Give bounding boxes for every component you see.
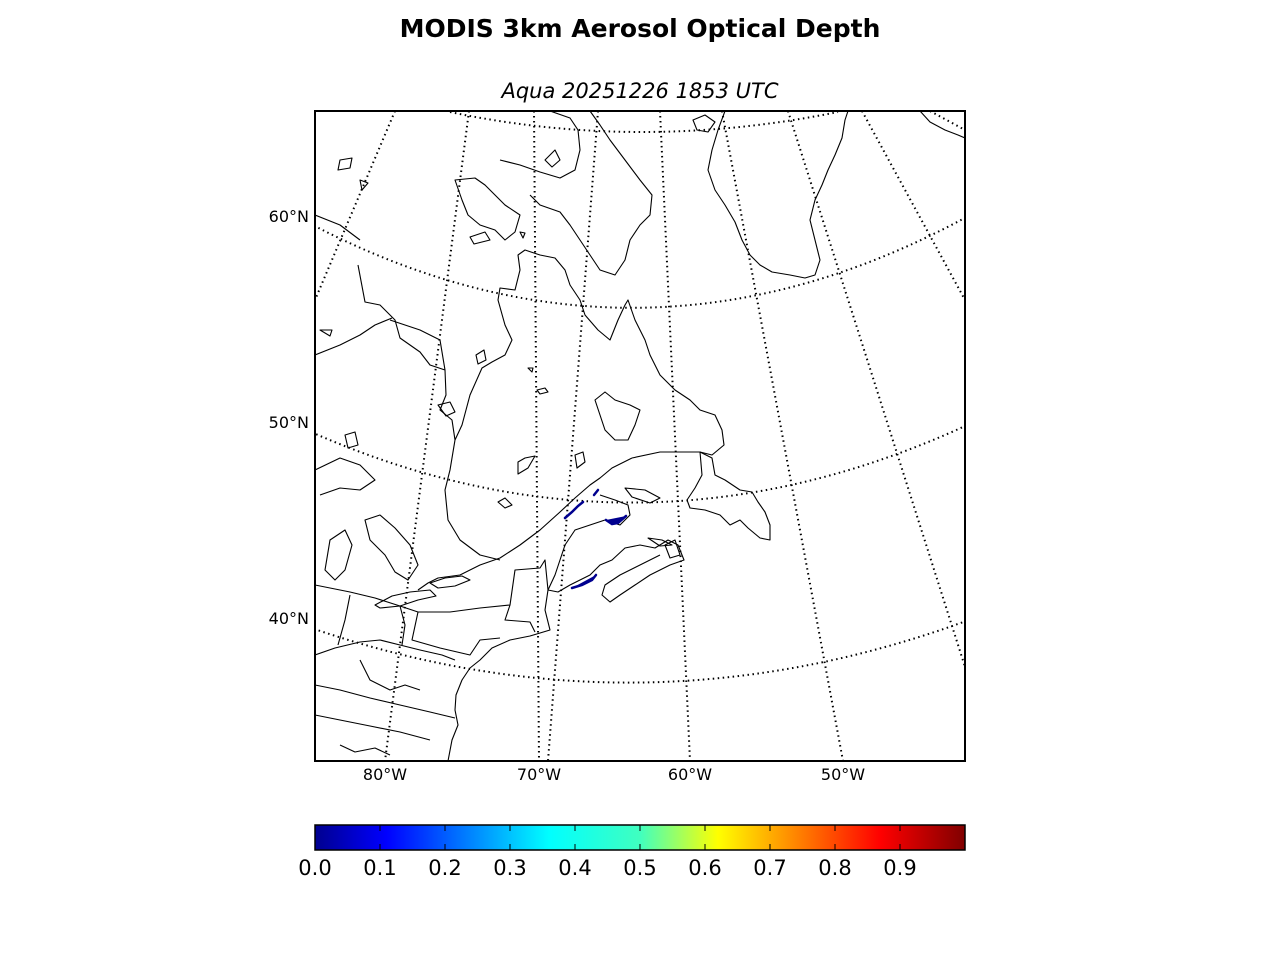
colorbar-tick-labels: 0.0 0.1 0.2 0.3 0.4 0.5 0.6 0.7 0.8 0.9 — [298, 856, 916, 880]
longitude-labels: 80°W 70°W 60°W 50°W — [363, 765, 865, 784]
figure-title: MODIS 3km Aerosol Optical Depth — [399, 14, 881, 43]
coastline-maritimes — [547, 494, 685, 603]
coastline-greenland — [707, 111, 849, 279]
coastline-ungava — [454, 177, 521, 241]
colorbar-tick-label: 0.0 — [298, 856, 331, 880]
lon-label-50w: 50°W — [821, 765, 865, 784]
colorbar-tick-label: 0.1 — [363, 856, 396, 880]
aod-pixels-bay-fundy — [570, 573, 598, 590]
island-2 — [337, 157, 353, 171]
latitude-labels: 60°N 50°N 40°N — [269, 207, 309, 628]
lake-misc-2 — [527, 367, 534, 373]
colorbar-tick-label: 0.8 — [818, 856, 851, 880]
meridian-40w — [787, 111, 965, 671]
colorbar-tick-label: 0.7 — [753, 856, 786, 880]
island-1 — [692, 114, 716, 133]
coastline-greenland-ne — [919, 111, 965, 139]
meridians — [315, 111, 965, 761]
meridian-60w — [659, 111, 691, 761]
meridian-30w — [861, 111, 965, 301]
coastline-lake-huron — [364, 514, 419, 581]
coastline-lake-superior — [315, 457, 376, 496]
colorbar-tick-label: 0.6 — [688, 856, 721, 880]
lat-label-40n: 40°N — [269, 609, 309, 628]
colorbar-tick-label: 0.9 — [883, 856, 916, 880]
border-province-1 — [315, 317, 393, 356]
island-akimiski — [437, 401, 456, 417]
map-panel — [314, 110, 966, 762]
colorbar-tick-label: 0.5 — [623, 856, 656, 880]
map-background — [315, 111, 965, 761]
meridian-90w — [315, 111, 396, 301]
meridian-70w — [533, 111, 540, 761]
island-pei — [647, 537, 673, 547]
parallel-60n — [315, 216, 965, 309]
island-cape-breton — [664, 539, 681, 559]
map-frame — [314, 110, 966, 762]
coastline-newfoundland — [686, 451, 771, 541]
lon-label-70w: 70°W — [517, 765, 561, 784]
coastline-baffin-south — [499, 111, 581, 179]
border-quebec-labrador — [444, 439, 501, 561]
border-state-3 — [315, 714, 431, 741]
parallels — [315, 111, 965, 684]
meridian-50w — [721, 111, 844, 761]
border-state-7 — [504, 604, 536, 633]
lon-label-60w: 60°W — [668, 765, 712, 784]
colorbar-ticks — [379, 825, 901, 850]
coastline-lake-michigan — [324, 529, 353, 581]
aod-pixels-st-lawrence — [563, 500, 585, 520]
lake-misc-1 — [536, 387, 549, 395]
coastline-lake-ontario — [429, 575, 471, 589]
island-mansel — [544, 149, 561, 168]
border-state-9 — [339, 744, 391, 756]
lake-misc-4 — [519, 231, 526, 239]
border-ontario-quebec — [389, 319, 446, 371]
coastline-baffin-east — [529, 111, 653, 276]
border-state-4 — [337, 594, 351, 646]
colorbar-tick-label: 0.2 — [428, 856, 461, 880]
colorbar: 0.0 0.1 0.2 0.3 0.4 0.5 0.6 0.7 0.8 0.9 — [298, 824, 966, 880]
island-anticosti — [624, 487, 661, 504]
coastlines — [315, 111, 965, 761]
island-hudson — [469, 231, 491, 245]
border-state-8 — [359, 659, 421, 691]
lake-mistassini — [517, 455, 536, 475]
border-state-2 — [315, 684, 456, 719]
map-content — [315, 111, 965, 761]
lake-smallwood — [594, 391, 641, 441]
aod-pixels-north-shore — [592, 488, 600, 497]
lake-manicouagan — [574, 451, 586, 469]
meridian-60w-a — [547, 111, 599, 761]
coastline-great-lakes — [374, 589, 437, 609]
coastline-gulf-north-shore — [417, 457, 633, 591]
island-3 — [359, 179, 369, 191]
aod-pixels-gaspe — [604, 514, 628, 526]
colorbar-tick-label: 0.4 — [558, 856, 591, 880]
coastline-us-east — [447, 589, 551, 761]
border-state-6 — [411, 611, 501, 656]
border-province-2 — [315, 214, 361, 241]
figure-subtitle: Aqua 20251226 1853 UTC — [501, 79, 779, 103]
lat-label-50n: 50°N — [269, 413, 309, 432]
colorbar-tick-label: 0.3 — [493, 856, 526, 880]
border-state-1 — [315, 639, 456, 661]
coastline-quebec-labrador — [357, 249, 725, 459]
island-5 — [344, 431, 359, 449]
island-belcher — [475, 349, 487, 365]
lake-misc-3 — [497, 497, 513, 509]
lat-label-60n: 60°N — [269, 207, 309, 226]
island-4 — [319, 329, 333, 337]
aod-retrievals — [563, 488, 628, 590]
meridian-80w — [384, 111, 470, 761]
border-us-canada — [315, 559, 549, 613]
border-state-5 — [399, 605, 406, 646]
lon-label-80w: 80°W — [363, 765, 407, 784]
